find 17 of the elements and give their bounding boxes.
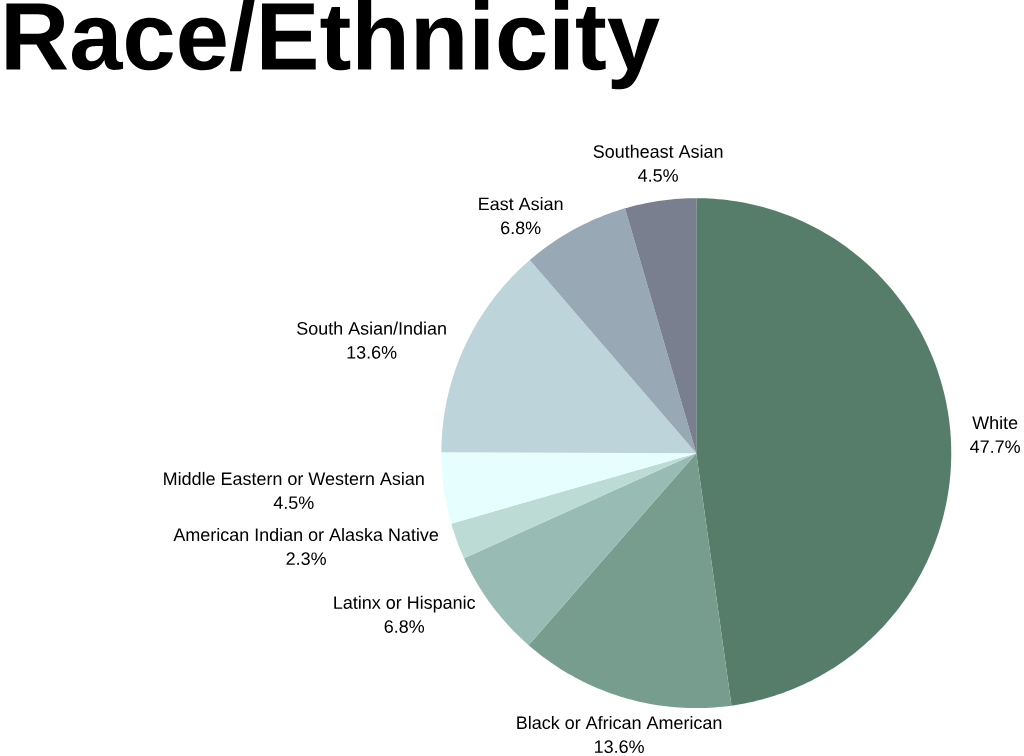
data-label: 2.3% (286, 552, 326, 565)
slice-label: Black or African American (517, 715, 722, 729)
slice-label: Middle Eastern or Western Asian (164, 471, 424, 485)
data-label: 6.8% (501, 221, 541, 234)
slice-label: White (972, 415, 1018, 429)
data-label: 13.6% (595, 740, 644, 753)
data-label: 4.5% (273, 496, 314, 509)
slice-label: East Asian (479, 196, 563, 211)
data-label: 13.6% (347, 345, 397, 359)
data-label: 4.5% (638, 168, 678, 182)
chart-title: Race/Ethnicity (6, 0, 660, 90)
data-label: 6.8% (384, 619, 425, 633)
data-label: 47.7% (970, 440, 1020, 453)
slice-label: Latinx or Hispanic (334, 595, 476, 613)
slice-label: Southeast Asian (593, 144, 723, 158)
slice-label: American Indian or Alaska Native (173, 527, 439, 541)
slice-label: South Asian/Indian (297, 321, 446, 335)
